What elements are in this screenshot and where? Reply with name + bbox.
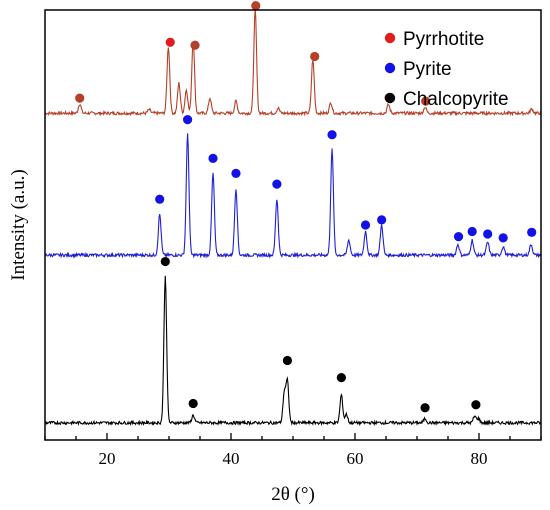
marker-chalcopyrite-5 [471, 400, 481, 410]
plot-frame [44, 9, 542, 441]
marker-chalcopyrite-4 [420, 403, 430, 413]
legend-label-pyrite: Pyrite [403, 59, 452, 80]
marker-pyrite-6 [360, 220, 371, 230]
marker-pyrite-2 [208, 153, 218, 163]
marker-pyrite-9 [467, 226, 477, 237]
marker-chalcopyrite-2 [282, 355, 293, 366]
marker-pyrrhotite-6 [421, 96, 431, 106]
x-ticks: 20 40 60 80 [44, 433, 542, 468]
legend: Pyrrhotite Pyrite Chalcopyrite [384, 29, 509, 110]
x-tick-label-80: 80 [471, 449, 488, 468]
marker-pyrite-8 [453, 232, 464, 242]
marker-pyrite-12 [527, 227, 537, 237]
legend-marker-chalcopyrite [384, 92, 396, 104]
marker-pyrrhotite-3 [251, 1, 261, 11]
trace-pyrrhotite [44, 8, 542, 117]
y-axis-title: Intensity (a.u.) [8, 169, 29, 280]
legend-label-pyrrhotite: Pyrrhotite [403, 29, 484, 50]
marker-pyrrhotite-0 [75, 93, 85, 103]
marker-pyrite-11 [498, 233, 508, 243]
marker-pyrite-3 [231, 168, 241, 178]
x-axis-title: 2θ (°) [271, 484, 315, 505]
markers-layer [75, 1, 537, 413]
marker-pyrite-1 [183, 115, 193, 125]
marker-pyrite-7 [377, 215, 387, 225]
traces-layer [44, 8, 542, 427]
marker-pyrite-10 [483, 229, 493, 239]
x-tick-label-40: 40 [223, 449, 240, 468]
trace-chalcopyrite [44, 275, 542, 427]
marker-chalcopyrite-0 [160, 256, 170, 267]
marker-chalcopyrite-1 [188, 398, 198, 409]
marker-chalcopyrite-3 [336, 373, 346, 383]
x-tick-label-60: 60 [347, 449, 364, 468]
trace-pyrite [44, 133, 542, 259]
marker-pyrite-0 [155, 194, 165, 204]
legend-marker-pyrite [384, 62, 396, 74]
legend-label-chalcopyrite: Chalcopyrite [403, 89, 509, 110]
marker-pyrite-4 [272, 179, 282, 189]
legend-marker-pyrrhotite [384, 32, 396, 44]
marker-pyrrhotite-1 [165, 37, 175, 47]
x-tick-label-20: 20 [99, 449, 116, 468]
marker-pyrrhotite-4 [310, 51, 320, 62]
marker-pyrite-5 [327, 130, 337, 140]
marker-pyrrhotite-2 [190, 40, 200, 50]
